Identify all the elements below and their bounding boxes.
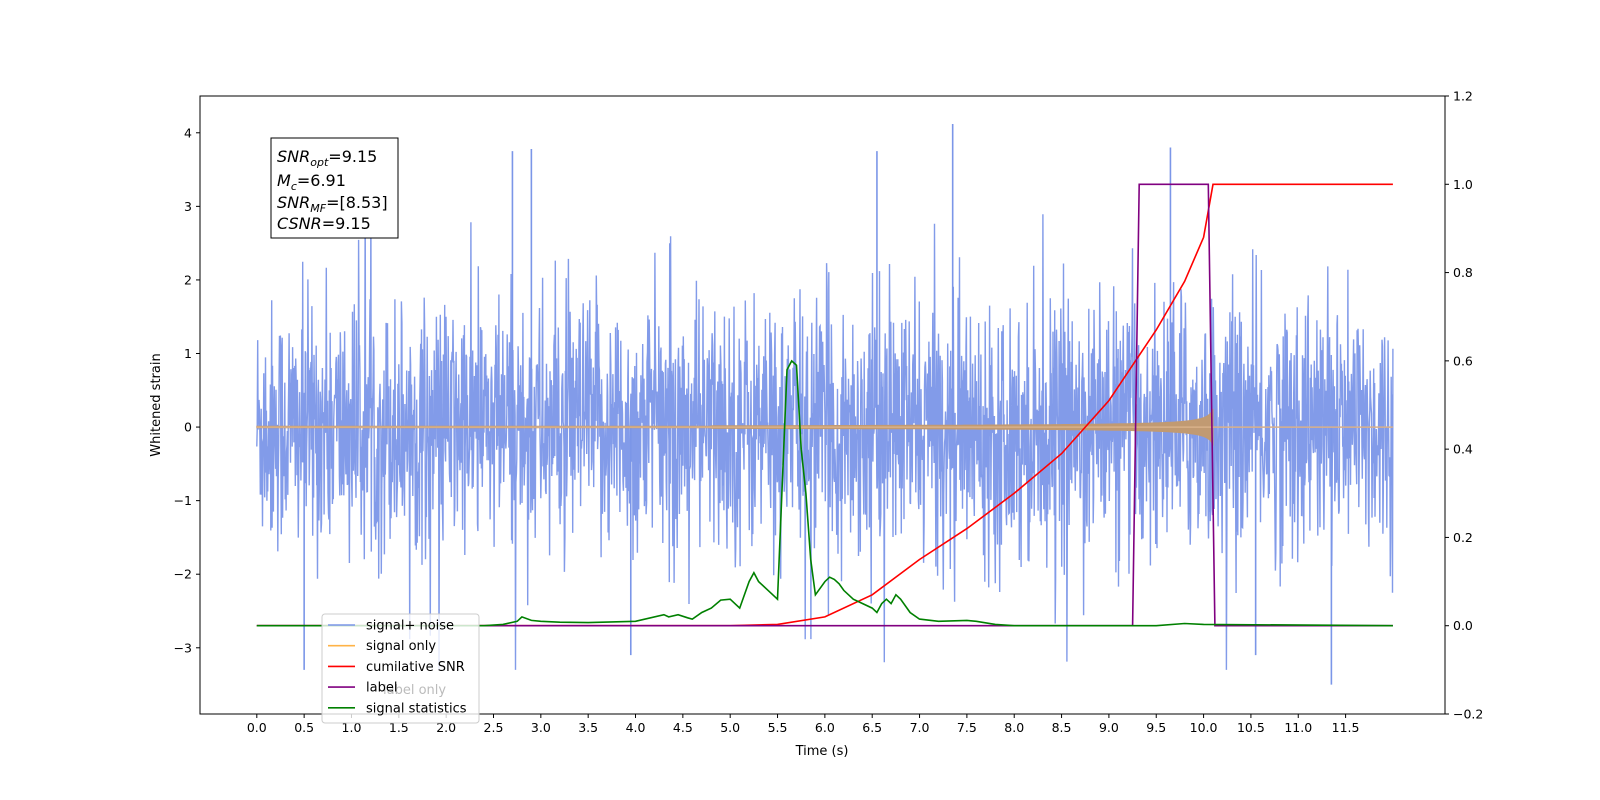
x-tick-label: 7.5	[957, 720, 977, 735]
signal-noise-line	[256, 188, 1394, 670]
x-tick-label: 10.0	[1190, 720, 1218, 735]
x-axis: 0.0 0.5 1.0 1.5 2.0 2.5 3.0 3.5 4.0 4.5 5.0 5.5 6.0 6…	[247, 714, 1360, 735]
series-cumilative-snr	[256, 183, 1393, 627]
y2-tick-label: 0.0	[1453, 618, 1473, 633]
y2-tick-label: 0.8	[1453, 265, 1473, 280]
y-axis-right: −0.2 0.0 0.2 0.4 0.6 0.8 1.0 1.2	[1445, 89, 1483, 722]
annotation-box: SNRopt=9.15 Mc=6.91 SNRMF=[8.53] CSNR=9.…	[270, 137, 399, 239]
legend-entry: label	[366, 681, 397, 696]
y2-tick-label: 0.2	[1453, 530, 1473, 545]
x-tick-label: 4.0	[626, 720, 646, 735]
legend-entry: cumilative SNR	[366, 660, 465, 675]
y-tick-label: 2	[184, 272, 192, 287]
legend-entry: signal statistics	[366, 701, 467, 716]
y-axis-left: −3 −2 −1 0 1 2 3 4	[174, 125, 200, 655]
x-tick-label: 1.5	[389, 720, 409, 735]
signal-noise-series	[256, 123, 1394, 685]
y-tick-label: 1	[184, 346, 192, 361]
x-tick-label: 2.5	[484, 720, 504, 735]
y2-tick-label: 1.0	[1453, 177, 1473, 192]
x-tick-label: 11.5	[1332, 720, 1360, 735]
x-tick-label: 11.0	[1284, 720, 1312, 735]
signal-only-series	[256, 408, 1393, 446]
y-tick-label: −1	[174, 493, 192, 508]
x-tick-label: 4.5	[673, 720, 693, 735]
x-tick-label: 2.0	[436, 720, 456, 735]
x-tick-label: 6.0	[815, 720, 835, 735]
x-tick-label: 7.0	[910, 720, 930, 735]
x-tick-label: 10.5	[1237, 720, 1265, 735]
annotation-line-mc: Mc=6.91	[277, 171, 346, 193]
x-tick-label: 8.0	[1004, 720, 1024, 735]
annotation-line-snr-opt: SNRopt=9.15	[277, 147, 377, 169]
x-tick-label: 0.5	[294, 720, 314, 735]
x-tick-label: 0.0	[247, 720, 267, 735]
y2-tick-label: 0.4	[1453, 442, 1473, 457]
x-tick-label: 9.5	[1146, 720, 1166, 735]
x-tick-label: 5.5	[768, 720, 788, 735]
legend: label only signal+ noise signal only cumil…	[321, 613, 480, 724]
y2-tick-label: 0.6	[1453, 353, 1473, 368]
legend-entry: signal+ noise	[366, 619, 454, 634]
y-tick-label: −2	[174, 567, 192, 582]
x-tick-label: 8.5	[1052, 720, 1072, 735]
x-tick-label: 9.0	[1099, 720, 1119, 735]
y-tick-label: 0	[184, 420, 192, 435]
y-tick-label: −3	[174, 640, 192, 655]
y2-tick-label: −0.2	[1453, 707, 1483, 722]
x-tick-label: 6.5	[862, 720, 882, 735]
series-label	[256, 183, 1393, 627]
right-axis-series	[256, 183, 1393, 627]
y2-tick-label: 1.2	[1453, 89, 1473, 104]
annotation-line-csnr: CSNR=9.15	[277, 214, 371, 233]
y-tick-label: 4	[184, 125, 192, 140]
legend-hidden-text: label only	[383, 683, 446, 698]
x-axis-label: Time (s)	[795, 744, 849, 759]
legend-entry: signal only	[366, 639, 436, 654]
x-tick-label: 1.0	[342, 720, 362, 735]
x-tick-label: 3.0	[531, 720, 551, 735]
annotation-line-snr-mf: SNRMF=[8.53]	[277, 193, 388, 215]
series-signal-statistics	[256, 359, 1393, 627]
y-axis-label: Whitened strain	[149, 353, 164, 456]
x-tick-label: 5.0	[720, 720, 740, 735]
y-tick-label: 3	[184, 199, 192, 214]
x-tick-label: 3.5	[578, 720, 598, 735]
plot-frame	[199, 95, 1446, 715]
